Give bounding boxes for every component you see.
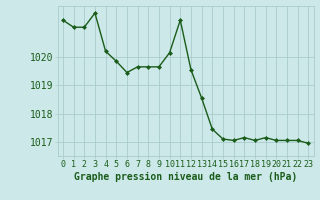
X-axis label: Graphe pression niveau de la mer (hPa): Graphe pression niveau de la mer (hPa): [74, 172, 297, 182]
